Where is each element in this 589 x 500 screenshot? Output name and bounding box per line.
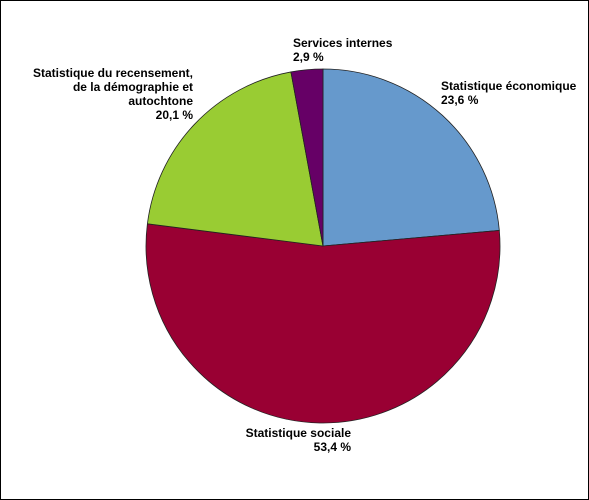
value-label: 2,9 % <box>293 50 324 64</box>
category-label: Services internes <box>293 36 393 50</box>
pie-slice <box>146 71 324 247</box>
category-label: Statistique sociale <box>245 426 351 440</box>
slice-label: Statistique économique 23,6 % <box>441 79 588 107</box>
category-label: Statistique du recensement, de la démogr… <box>32 66 193 108</box>
slice-label: Statistique sociale 53,4 % <box>201 426 351 454</box>
pie-slice <box>322 68 500 247</box>
category-label: Statistique économique <box>441 79 577 93</box>
value-label: 53,4 % <box>313 440 351 454</box>
slice-label: Services internes 2,9 % <box>293 36 413 64</box>
pie-slice <box>145 223 501 424</box>
pie-slice <box>290 68 324 247</box>
slice-label: Statistique du recensement, de la démogr… <box>21 66 193 122</box>
value-label: 20,1 % <box>155 108 193 122</box>
value-label: 23,6 % <box>441 93 479 107</box>
